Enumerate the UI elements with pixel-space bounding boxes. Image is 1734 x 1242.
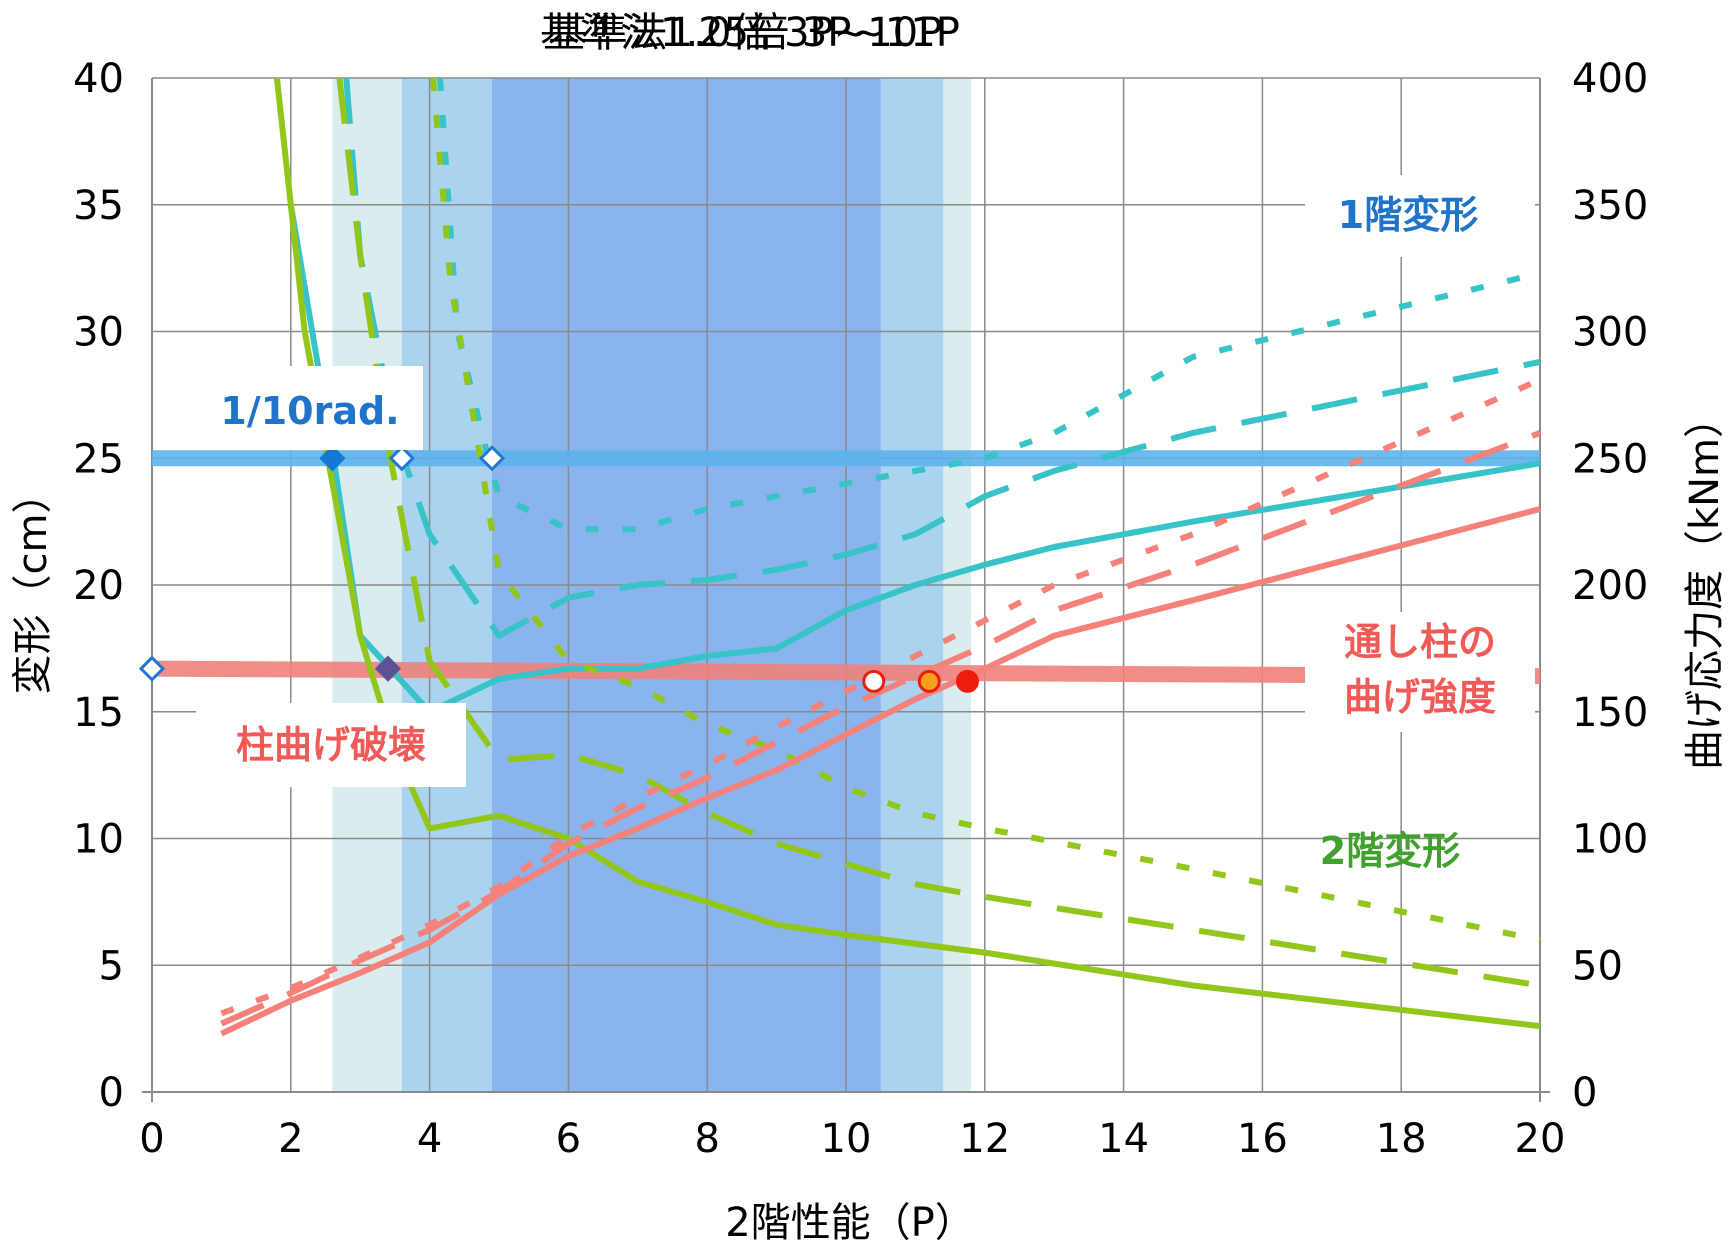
series-line-5 bbox=[430, 77, 1541, 943]
axis-ticks: 0 2 4 6 8 10 12 14 16 18 2005101520253035400501001… bbox=[73, 56, 1648, 1162]
x-tick-label: 6 bbox=[556, 1116, 581, 1162]
y-left-tick-label: 20 bbox=[73, 563, 124, 609]
x-tick-label: 18 bbox=[1376, 1116, 1427, 1162]
label-box bbox=[196, 703, 466, 787]
marker-diamond-0 bbox=[319, 445, 346, 472]
y-left-tick-label: 35 bbox=[73, 183, 124, 229]
y-left-axis-title: 変形（cm） bbox=[10, 474, 56, 695]
data-series bbox=[220, 77, 1542, 1037]
marker-circle-6 bbox=[917, 669, 941, 693]
x-tick-label: 8 bbox=[694, 1116, 719, 1162]
x-tick-label: 4 bbox=[417, 1116, 442, 1162]
y-right-axis-title: 曲げ応力度（kNm） bbox=[1682, 398, 1728, 770]
label-box bbox=[1305, 612, 1535, 732]
label-1-10-rad: 1/10rad. bbox=[220, 389, 399, 433]
chart-title-a: 基準法1.0倍 3P~10P bbox=[548, 10, 942, 56]
x-tick-label: 0 bbox=[139, 1116, 164, 1162]
y-right-tick-label: 250 bbox=[1572, 436, 1648, 482]
y-right-tick-label: 150 bbox=[1572, 690, 1648, 736]
label-box bbox=[1305, 175, 1535, 257]
x-tick-label: 12 bbox=[959, 1116, 1010, 1162]
y-right-tick-label: 200 bbox=[1572, 563, 1648, 609]
y-left-tick-label: 15 bbox=[73, 690, 124, 736]
chart-title-b: 基準法1.25倍 3P~11P bbox=[540, 10, 960, 56]
marker-circle-7 bbox=[955, 669, 979, 693]
label-through-column-strength-line1: 通し柱の bbox=[1344, 620, 1496, 664]
x-tick-label: 14 bbox=[1098, 1116, 1149, 1162]
y-left-tick-label: 5 bbox=[99, 943, 124, 989]
y-right-tick-label: 50 bbox=[1572, 943, 1623, 989]
y-right-tick-label: 400 bbox=[1572, 56, 1648, 102]
label-box bbox=[197, 366, 423, 450]
marker-circle-5 bbox=[862, 669, 886, 693]
label-through-column-strength-line2: 曲げ強度 bbox=[1344, 675, 1496, 719]
label-2nd-floor-deformation: 2階変形 bbox=[1320, 829, 1460, 873]
y-left-tick-label: 25 bbox=[73, 436, 124, 482]
series-line-3 bbox=[273, 77, 1541, 1030]
y-right-tick-label: 100 bbox=[1572, 817, 1648, 863]
chart-title-overlay: 基準法1.0倍 3P~10P 基準法1.25倍 3P~11P bbox=[540, 10, 960, 56]
y-left-tick-label: 10 bbox=[73, 817, 124, 863]
x-tick-label: 10 bbox=[821, 1116, 872, 1162]
x-tick-label: 16 bbox=[1237, 1116, 1288, 1162]
y-right-tick-label: 0 bbox=[1572, 1070, 1597, 1116]
x-tick-label: 20 bbox=[1515, 1116, 1566, 1162]
series-line-7 bbox=[220, 430, 1542, 1027]
marker-diamond-4 bbox=[374, 655, 402, 682]
data-markers bbox=[138, 445, 979, 693]
series-line-6 bbox=[220, 506, 1541, 1037]
annotations: 1階変形 1/10rad. 柱曲げ破壊 通し柱の 曲げ強度 2階変形 bbox=[196, 175, 1535, 873]
x-tick-label: 2 bbox=[278, 1116, 303, 1162]
marker-diamond-3 bbox=[138, 655, 166, 682]
x-axis-title: 2階性能（P） bbox=[725, 1200, 975, 1242]
marker-diamond-1 bbox=[388, 445, 415, 472]
y-right-tick-label: 300 bbox=[1572, 310, 1648, 356]
y-left-tick-label: 40 bbox=[73, 56, 124, 102]
y-left-tick-label: 30 bbox=[73, 310, 124, 356]
y-left-tick-label: 0 bbox=[99, 1070, 124, 1116]
y-right-tick-label: 350 bbox=[1572, 183, 1648, 229]
label-1st-floor-deformation: 1階変形 bbox=[1338, 193, 1478, 237]
label-column-bending-failure: 柱曲げ破壊 bbox=[236, 723, 426, 767]
marker-diamond-2 bbox=[478, 445, 506, 472]
